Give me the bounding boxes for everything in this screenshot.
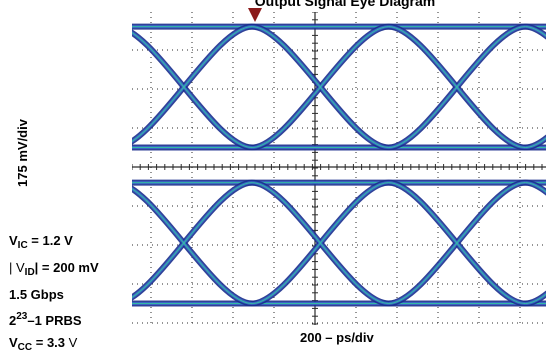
eye-falling-edge [524,181,546,194]
eye-rising-edge [524,134,546,151]
eye-falling-edge [132,188,253,304]
eye-rising-edge [524,290,546,307]
eye-falling-edge [525,182,546,193]
eye-rising-edge [524,136,546,149]
condition-vcc: VCC = 3.3 V [9,335,78,353]
x-axis-scale-label: 200 – ps/div [300,330,374,345]
eye-falling-edge [524,23,546,40]
eye-rising-edge [525,293,546,304]
eye-traces [132,23,546,307]
eye-falling-edge [524,25,546,38]
eye-falling-edge [524,179,546,196]
condition-vic: VIC = 1.2 V [9,233,73,251]
eye-rising-edge [524,292,546,305]
eye-diagram-plot [132,12,546,325]
chart-title: Output Signal Eye Diagram [254,0,436,9]
eye-rising-edge [525,137,546,148]
eye-falling-edge [388,26,526,148]
condition-vid: | VID| = 200 mV [9,260,99,278]
y-axis-scale-label: 175 mV/div [15,119,30,187]
condition-data-rate: 1.5 Gbps [9,287,64,302]
eye-falling-edge [132,32,253,148]
eye-falling-edge [388,182,526,304]
trigger-marker-icon [248,8,262,22]
condition-prbs: 223–1 PRBS [9,311,82,328]
eye-falling-edge [252,182,389,304]
scope-display [132,12,546,325]
eye-falling-edge [525,26,546,37]
eye-falling-edge [252,26,389,148]
test-conditions: VIC = 1.2 V | VID| = 200 mV 1.5 Gbps 223… [9,230,99,359]
